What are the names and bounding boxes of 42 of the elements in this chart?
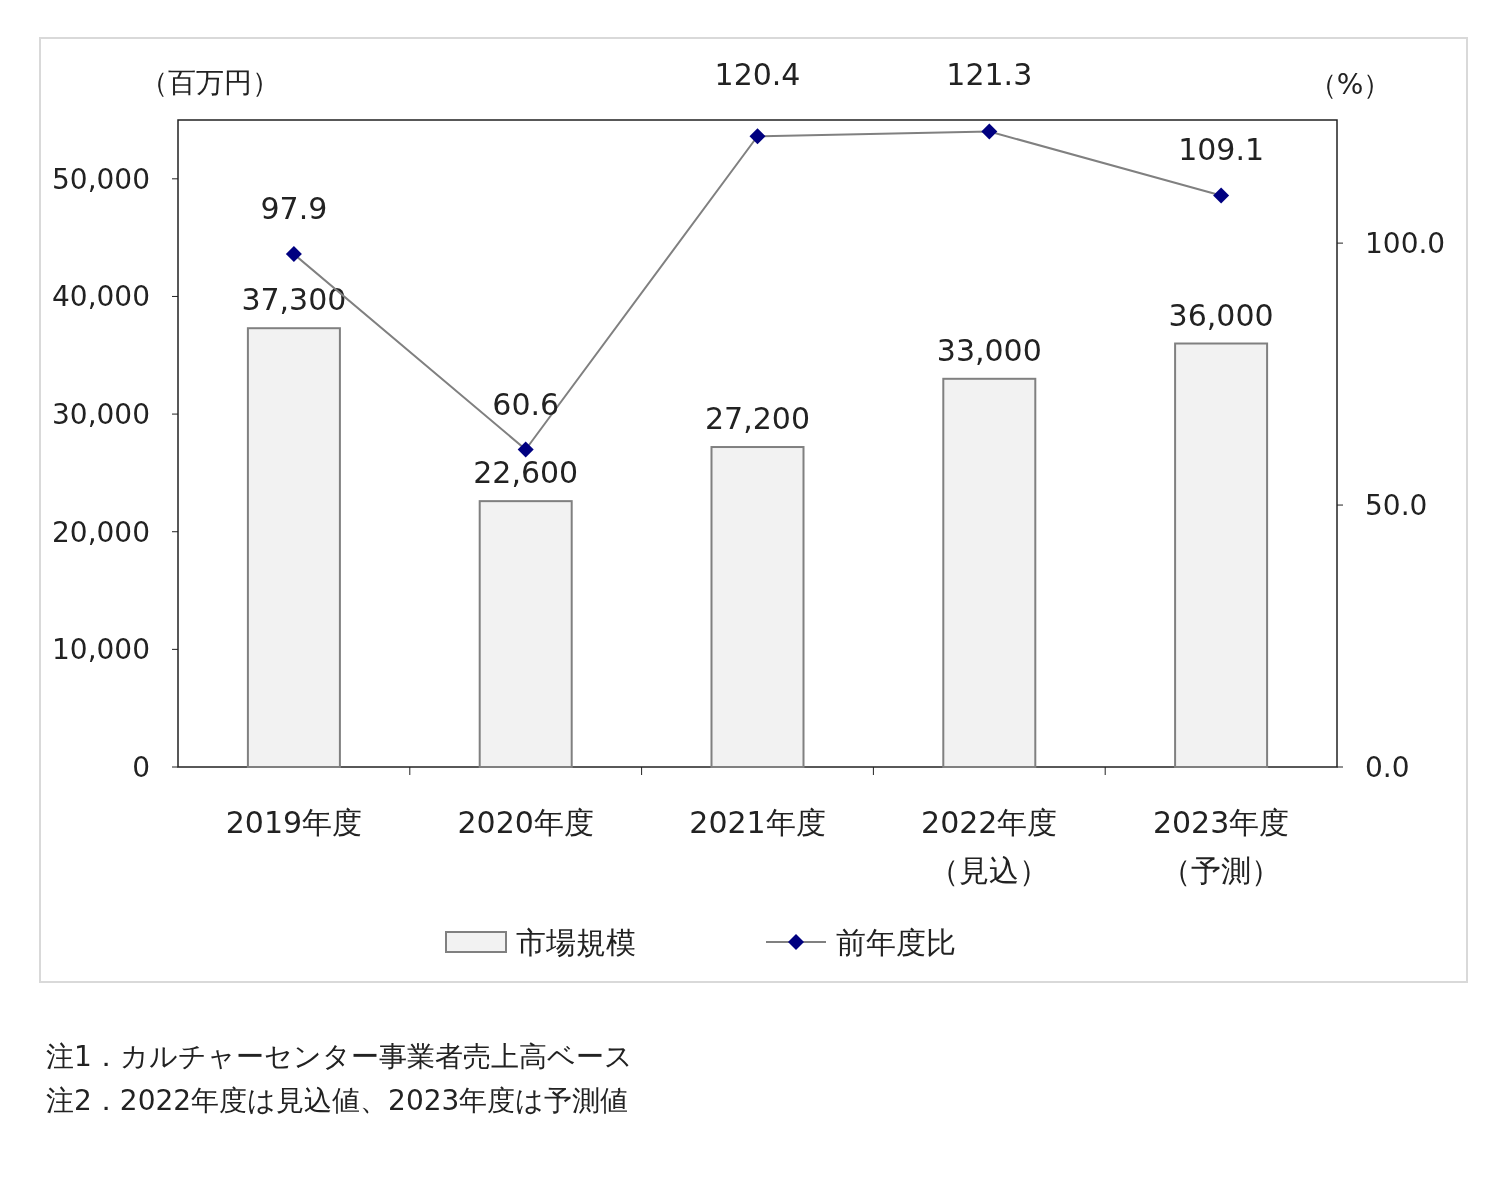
y2-tick-label: 100.0	[1365, 227, 1446, 261]
bar	[478, 500, 573, 768]
legend-市場規模: 市場規模	[445, 925, 636, 960]
bar	[1174, 342, 1269, 768]
x-tick-label: 2021年度	[689, 805, 826, 840]
y2-axis-title: （%）	[1308, 68, 1392, 101]
bar	[246, 327, 341, 768]
data-label: 22,600	[473, 455, 579, 491]
x-tick-label: 2020年度	[457, 805, 594, 840]
x-tick-label: 2023年度（予測）	[1152, 805, 1290, 888]
y-tick-label: 50,000	[52, 162, 150, 196]
data-label: 109.1	[1178, 132, 1265, 168]
point	[981, 123, 998, 140]
legend-label: 前年度比	[836, 925, 956, 960]
bar	[710, 446, 805, 768]
point	[1213, 187, 1230, 204]
data-label: 120.4	[714, 57, 801, 92]
y-axis-title: （百万円）	[140, 66, 280, 99]
y-tick-label: 20,000	[52, 515, 150, 549]
point	[749, 128, 766, 145]
y2-tick-label: 50.0	[1365, 489, 1428, 523]
text: 注1．カルチャーセンター事業者売上高ベース	[46, 1040, 633, 1073]
data-label: 37,300	[241, 282, 347, 318]
bar	[942, 377, 1037, 768]
data-label: 27,200	[705, 401, 810, 437]
x-tick-label: 2022年度（見込）	[921, 805, 1058, 888]
y-tick-label: 0	[132, 751, 150, 784]
y-tick-label: 10,000	[52, 633, 150, 667]
text: 注2．2022年度は見込値、2023年度は予測値	[46, 1084, 629, 1117]
data-label: 121.3	[946, 57, 1033, 92]
data-label: 60.6	[492, 386, 560, 422]
legend-label: 市場規模	[516, 925, 636, 960]
y-tick-label: 40,000	[52, 280, 150, 314]
y-tick-label: 30,000	[52, 398, 150, 432]
data-label: 36,000	[1168, 297, 1274, 333]
data-label: 97.9	[260, 191, 328, 227]
x-tick-label: 2019年度	[225, 805, 363, 840]
point	[285, 246, 302, 263]
legend-前年度比: 前年度比	[765, 925, 956, 960]
data-label: 33,000	[936, 332, 1042, 368]
point	[517, 441, 534, 458]
y2-tick-label: 0.0	[1365, 751, 1410, 784]
